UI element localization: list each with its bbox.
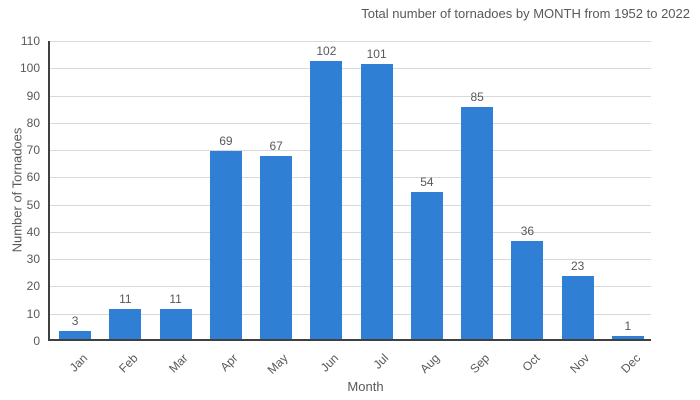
y-tick-label: 90: [26, 88, 40, 103]
y-tick-label: 10: [26, 306, 40, 321]
gridline: [48, 41, 651, 42]
y-tick-label: 30: [26, 252, 40, 267]
x-tick-label: Jul: [370, 351, 392, 372]
bar-value-label: 101: [366, 46, 387, 61]
x-tick-label: Feb: [115, 351, 141, 376]
bar-feb: [109, 309, 142, 339]
x-tick-label: Apr: [217, 351, 241, 375]
bar-may: [260, 156, 293, 339]
bar-value-label: 67: [269, 139, 283, 154]
chart-title: Total number of tornadoes by MONTH from …: [361, 6, 690, 21]
y-tick-label: 50: [26, 197, 40, 212]
bar-value-label: 11: [169, 292, 182, 306]
bar-value-label: 36: [520, 223, 535, 238]
bar-sep: [461, 107, 494, 339]
gridline: [48, 204, 651, 206]
x-tick-label: Mar: [166, 351, 191, 376]
bar-oct: [511, 240, 544, 339]
x-tick-label: Oct: [519, 351, 543, 375]
bar-value-label: 102: [316, 43, 337, 58]
x-tick-label: Nov: [567, 351, 593, 376]
x-tick-label: Jun: [317, 351, 342, 375]
y-tick-label: 70: [26, 143, 40, 158]
bar-jan: [59, 330, 92, 339]
bar-dec: [611, 336, 644, 339]
y-tick-label: 40: [26, 224, 40, 239]
bar-nov: [561, 276, 594, 339]
plot-area: 3 11 11 69 67 102 101 54 85 36 23 1: [48, 41, 651, 341]
gridline: [48, 286, 651, 288]
x-tick-label: May: [265, 351, 292, 377]
bar-mar: [159, 309, 192, 339]
gridline: [48, 150, 651, 152]
bar-value-label: 54: [420, 174, 434, 189]
gridline: [48, 95, 651, 97]
x-tick-label: Jan: [66, 351, 91, 375]
y-tick-label: 60: [26, 170, 40, 185]
bar-aug: [410, 191, 443, 339]
y-tick-label: 20: [26, 279, 40, 294]
gridline: [48, 122, 651, 124]
y-tick-label: 100: [19, 61, 40, 76]
bar-value-label: 85: [470, 90, 484, 105]
x-tick-label: Dec: [617, 351, 643, 376]
x-tick-label: Sep: [467, 351, 493, 377]
bar-jun: [310, 60, 343, 339]
bar-apr: [209, 150, 242, 339]
y-tick-label: 0: [33, 334, 40, 348]
y-tick-label: 110: [20, 34, 40, 48]
gridline: [48, 259, 651, 261]
y-axis-line: [48, 41, 50, 341]
x-axis-line: [48, 339, 651, 341]
gridline: [48, 68, 651, 70]
bar-jul: [360, 63, 393, 339]
x-axis-title: Month: [347, 379, 384, 394]
bar-value-label: 3: [71, 313, 79, 328]
bar-value-label: 11: [119, 292, 132, 306]
x-tick-label: Aug: [416, 351, 442, 377]
gridline: [48, 177, 651, 179]
y-tick-label: 80: [26, 115, 40, 130]
gridline: [48, 313, 651, 315]
bar-value-label: 69: [219, 133, 233, 148]
bar-value-label: 1: [624, 319, 632, 334]
bar-value-label: 23: [570, 259, 585, 274]
gridline: [48, 231, 651, 233]
